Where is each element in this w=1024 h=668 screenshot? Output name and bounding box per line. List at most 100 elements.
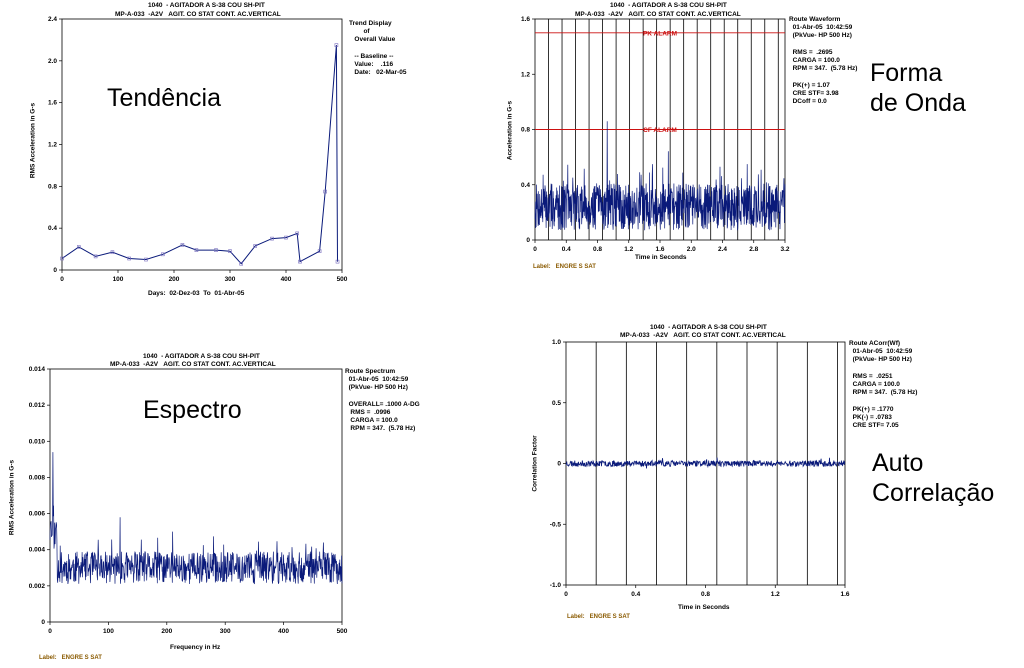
- trend-data-point: [270, 236, 274, 241]
- spectrum-header-1: 1040 - AGITADOR A S-38 COU SH-PIT: [143, 353, 260, 360]
- trend-header-2: MP-A-033 -A2V AGIT. CO STAT CONT. AC.VER…: [115, 11, 281, 18]
- autocorr-y-tick-label: 0: [557, 461, 561, 468]
- caption-spectrum: Espectro: [143, 396, 242, 424]
- trend-data-point: [253, 244, 257, 248]
- autocorr-x-tick-label: 0.8: [701, 591, 710, 598]
- trend-data-point: [334, 43, 339, 47]
- waveform-x-tick-label: 2.8: [749, 246, 758, 253]
- spectrum-x-axis-label: Frequency in Hz: [170, 644, 221, 651]
- spectrum-plot-frame: [49, 368, 343, 623]
- caption-trend: Tendência: [107, 84, 221, 112]
- autocorr-x-tick-label: 0.4: [631, 591, 640, 598]
- autocorr-header-2: MP-A-033 -A2V AGIT. CO STAT CONT. AC.VER…: [620, 332, 786, 339]
- trend-x-tick-label: 100: [113, 276, 124, 283]
- spectrum-x-tick-label: 300: [220, 628, 231, 635]
- trend-x-tick-label: 0: [60, 276, 64, 283]
- waveform-header-2: MP-A-033 -A2V AGIT. CO STAT CONT. AC.VER…: [575, 11, 741, 18]
- autocorr-header-1: 1040 - AGITADOR A S-38 COU SH-PIT: [650, 324, 767, 331]
- spectrum-signal-trace: [49, 452, 343, 585]
- autocorr-x-tick-label: 1.6: [840, 591, 849, 598]
- trend-y-tick-label: 0: [53, 267, 57, 274]
- trend-data-point: [144, 257, 148, 262]
- trend-x-tick-label: 500: [337, 276, 348, 283]
- trend-y-tick-label: 2.0: [48, 58, 57, 65]
- waveform-x-tick-label: 3.2: [780, 246, 789, 253]
- trend-plot-frame: [61, 18, 343, 271]
- spectrum-header-2: MP-A-033 -A2V AGIT. CO STAT CONT. AC.VER…: [110, 361, 276, 368]
- spectrum-y-tick-label: 0: [41, 619, 45, 626]
- spectrum-y-tick-label: 0.006: [29, 511, 46, 518]
- trend-data-point: [284, 235, 288, 240]
- spectrum-y-tick-label: 0.004: [29, 547, 46, 554]
- trend-data-point: [60, 256, 64, 261]
- trend-data-point: [180, 243, 185, 247]
- autocorr-side-info: Route ACorr(Wf) 01-Abr-05 10:42:59 (PkVu…: [849, 340, 918, 430]
- trend-data-point: [161, 252, 165, 257]
- trend-data-point: [127, 256, 131, 261]
- autocorr-label-note: Label: ENGRE S SAT: [567, 614, 630, 620]
- autocorr-x-axis-label: Time in Seconds: [678, 604, 730, 611]
- trend-data-point: [239, 261, 243, 266]
- trend-side-info: Trend Display of Overall Value -- Baseli…: [349, 20, 407, 77]
- waveform-y-tick-label: 0.4: [521, 182, 530, 189]
- waveform-side-info: Route Waveform 01-Abr-05 10:42:59 (PkVue…: [789, 16, 858, 106]
- waveform-x-tick-label: 1.2: [624, 246, 633, 253]
- waveform-y-tick-label: 1.2: [521, 71, 530, 78]
- autocorr-y-tick-label: -0.5: [550, 521, 562, 528]
- trend-x-tick-label: 200: [169, 276, 180, 283]
- waveform-x-tick-label: 2.4: [718, 246, 727, 253]
- spectrum-x-tick-label: 200: [161, 628, 172, 635]
- waveform-x-tick-label: 2.0: [687, 246, 696, 253]
- waveform-x-tick-label: 0.8: [593, 246, 602, 253]
- spectrum-y-tick-label: 0.010: [29, 438, 46, 445]
- waveform-y-tick-label: 0.8: [521, 127, 530, 134]
- waveform-label-note: Label: ENGRE S SAT: [533, 264, 596, 270]
- spectrum-side-info: Route Spectrum 01-Abr-05 10:42:59 (PkVue…: [345, 368, 420, 433]
- autocorr-y-tick-label: -1.0: [550, 582, 562, 589]
- trend-data-point: [194, 248, 199, 252]
- autocorr-x-tick-label: 0: [564, 591, 568, 598]
- trend-data-point: [295, 231, 300, 236]
- trend-x-tick-label: 300: [225, 276, 236, 283]
- spectrum-y-tick-label: 0.014: [29, 366, 46, 373]
- trend-data-point: [335, 259, 340, 264]
- trend-x-axis-label: Days: 02-Dez-03 To 01-Abr-05: [148, 290, 245, 297]
- waveform-alarm-label: CF ALARM: [643, 127, 677, 134]
- spectrum-label-note: Label: ENGRE S SAT: [39, 655, 102, 661]
- waveform-x-tick-label: 1.6: [655, 246, 664, 253]
- autocorr-signal-trace: [565, 457, 846, 469]
- waveform-header-1: 1040 - AGITADOR A S-38 COU SH-PIT: [610, 2, 727, 9]
- trend-y-tick-label: 1.6: [48, 100, 57, 107]
- waveform-alarm-label: PK ALARM: [643, 30, 677, 37]
- spectrum-x-tick-label: 100: [103, 628, 114, 635]
- autocorr-x-tick-label: 1.2: [771, 591, 780, 598]
- spectrum-x-tick-label: 0: [48, 628, 52, 635]
- trend-data-point: [323, 189, 328, 194]
- trend-data-point: [298, 259, 302, 264]
- spectrum-y-tick-label: 0.008: [29, 474, 46, 481]
- waveform-signal-trace: [534, 121, 786, 231]
- trend-x-tick-label: 400: [281, 276, 292, 283]
- spectrum-y-tick-label: 0.002: [29, 583, 46, 590]
- trend-y-tick-label: 0.8: [48, 183, 57, 190]
- autocorr-y-tick-label: 0.5: [552, 400, 561, 407]
- waveform-x-tick-label: 0: [533, 246, 537, 253]
- trend-y-tick-label: 2.4: [48, 16, 57, 23]
- trend-data-point: [317, 249, 322, 253]
- trend-data-point: [214, 248, 218, 252]
- autocorr-y-tick-label: 1.0: [552, 339, 561, 346]
- spectrum-y-tick-label: 0.012: [29, 402, 46, 409]
- trend-data-point: [228, 249, 232, 253]
- trend-series-line: [61, 45, 338, 265]
- trend-data-point: [93, 254, 98, 259]
- trend-data-point: [110, 250, 115, 255]
- trend-y-tick-label: 1.2: [48, 142, 57, 149]
- waveform-y-tick-label: 1.6: [521, 16, 530, 23]
- spectrum-x-tick-label: 400: [278, 628, 289, 635]
- trend-data-point: [77, 245, 81, 249]
- waveform-y-tick-label: 0: [526, 237, 530, 244]
- waveform-x-tick-label: 0.4: [562, 246, 571, 253]
- waveform-x-axis-label: Time in Seconds: [635, 254, 687, 261]
- caption-autocorr: Auto Correlação: [872, 449, 995, 507]
